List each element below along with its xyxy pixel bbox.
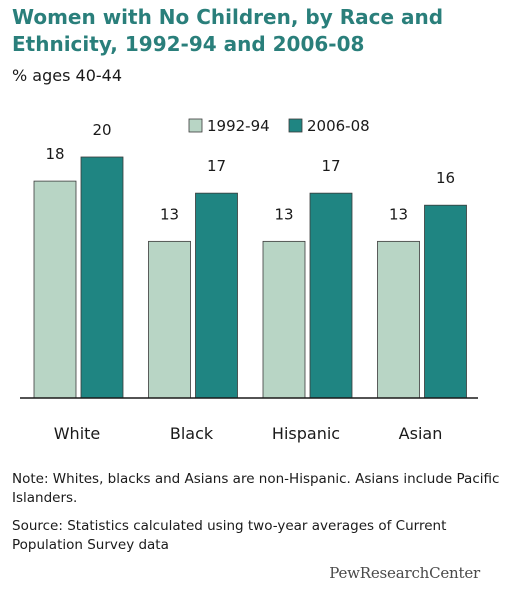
x-axis-labels: White Black Hispanic Asian	[54, 424, 443, 443]
legend-swatch-1992-94	[188, 118, 203, 133]
x-tick-label-white: White	[54, 424, 101, 443]
data-label-asian-1992-94: 13	[389, 205, 408, 223]
bar-chart: 1992-94 2006-08 18 20 13 17 13 17 13 16 White Bla…	[20, 117, 478, 443]
bar-black-2006-08	[195, 192, 238, 399]
legend: 1992-94 2006-08	[188, 117, 370, 135]
data-label-white-1992-94: 18	[45, 145, 64, 163]
data-label-black-1992-94: 13	[160, 205, 179, 223]
chart-subtitle: % ages 40-44	[12, 66, 123, 85]
chart-title: Women with No Children, by Race and Ethn…	[12, 5, 444, 56]
legend-label-1992-94: 1992-94	[207, 117, 270, 135]
x-tick-label-hispanic: Hispanic	[272, 424, 340, 443]
bar-asian-2006-08	[424, 204, 467, 399]
bars-group: 18 20 13 17 13 17 13 16	[33, 121, 467, 399]
x-tick-label-black: Black	[170, 424, 214, 443]
data-label-asian-2006-08: 16	[436, 169, 455, 187]
legend-swatch-2006-08	[288, 118, 303, 133]
pew-research-center-logo: PewResearchCenter	[329, 564, 480, 582]
data-label-white-2006-08: 20	[92, 121, 111, 139]
footnote: Note: Whites, blacks and Asians are non-…	[12, 471, 500, 506]
legend-label-2006-08: 2006-08	[307, 117, 370, 135]
bar-white-2006-08	[80, 156, 124, 399]
bar-white-1992-94	[33, 180, 77, 399]
source-note: Source: Statistics calculated using two-…	[12, 518, 447, 553]
data-label-hispanic-1992-94: 13	[274, 205, 293, 223]
bar-black-1992-94	[148, 240, 191, 399]
bar-hispanic-1992-94	[262, 240, 306, 399]
bar-hispanic-2006-08	[309, 192, 353, 399]
data-label-hispanic-2006-08: 17	[321, 157, 340, 175]
x-tick-label-asian: Asian	[399, 424, 443, 443]
data-label-black-2006-08: 17	[207, 157, 226, 175]
bar-asian-1992-94	[377, 240, 420, 399]
